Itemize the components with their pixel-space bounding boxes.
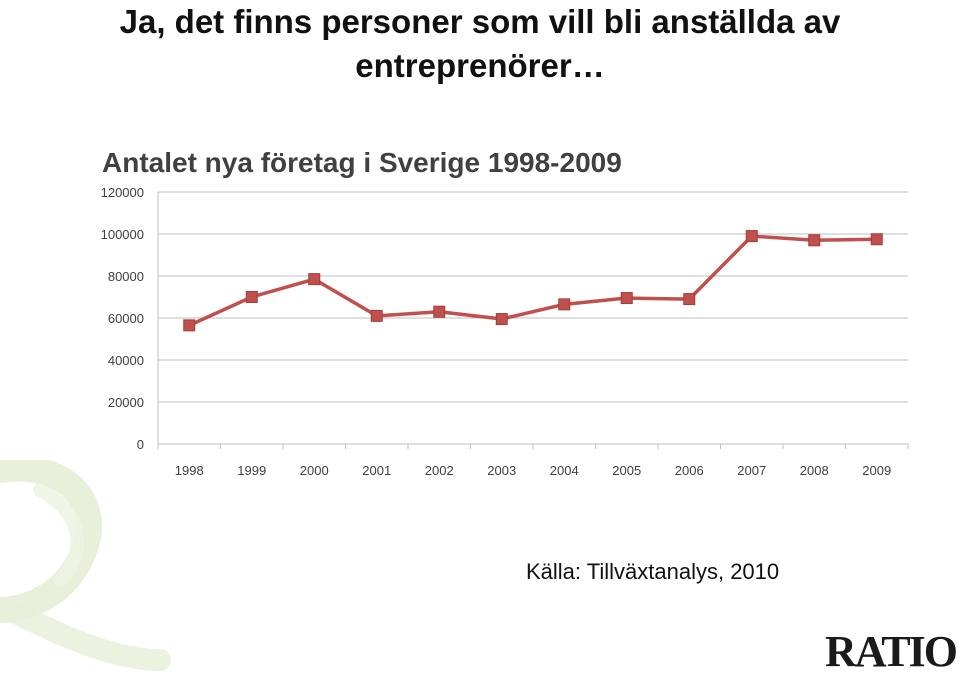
- y-tick-label: 0: [137, 437, 144, 452]
- series-line: [188, 234, 877, 327]
- x-tick-label: 2006: [675, 463, 704, 478]
- ratio-logo: RATIO: [825, 627, 958, 676]
- data-point: [495, 313, 508, 326]
- y-tick-label: 60000: [108, 311, 144, 326]
- line-chart: Antalet nya företag i Sverige 1998-2009 …: [101, 147, 909, 478]
- x-tick-label: 2002: [425, 463, 454, 478]
- grid-layer: [157, 191, 909, 449]
- data-point: [245, 291, 258, 303]
- y-tick-labels: 0 20000 40000 60000 80000 100000 120000: [101, 185, 144, 452]
- slide-title-line2: entreprenörer…: [355, 47, 605, 84]
- data-point: [620, 292, 633, 305]
- watermark-swirl: [0, 460, 171, 671]
- x-tick-label: 2007: [737, 463, 766, 478]
- x-tick-label: 2005: [612, 463, 641, 478]
- y-tick-label: 40000: [108, 353, 144, 368]
- x-tick-label: 2000: [300, 463, 329, 478]
- y-tick-label: 100000: [101, 227, 144, 242]
- x-tick-label: 2004: [550, 463, 579, 478]
- data-point: [558, 298, 571, 311]
- x-tick-label: 2001: [362, 463, 391, 478]
- x-tick-label: 1999: [237, 463, 266, 478]
- y-tick-label: 80000: [108, 269, 144, 284]
- data-point: [683, 293, 696, 306]
- x-tick-labels: 1998 1999 2000 2001 2002 2003 2004 2005 2006 2007…: [175, 463, 891, 478]
- data-point: [808, 234, 821, 247]
- y-tick-label: 20000: [108, 395, 144, 410]
- source-note: Källa: Tillväxtanalys, 2010: [526, 559, 780, 584]
- data-point: [433, 305, 446, 318]
- series-layer: [183, 230, 883, 332]
- y-tick-label: 120000: [101, 185, 144, 200]
- slide-title-line1: Ja, det finns personer som vill bli anst…: [119, 3, 841, 40]
- x-tick-label: 2009: [862, 463, 891, 478]
- data-point: [308, 273, 321, 286]
- data-point: [745, 230, 758, 243]
- slide-title: Ja, det finns personer som vill bli anst…: [0, 0, 960, 88]
- data-point: [183, 319, 196, 332]
- data-point: [370, 309, 383, 322]
- chart-title: Antalet nya företag i Sverige 1998-2009: [102, 147, 622, 178]
- x-tick-label: 1998: [175, 463, 204, 478]
- data-point: [870, 233, 883, 246]
- x-tick-label: 2003: [487, 463, 516, 478]
- x-tick-label: 2008: [800, 463, 829, 478]
